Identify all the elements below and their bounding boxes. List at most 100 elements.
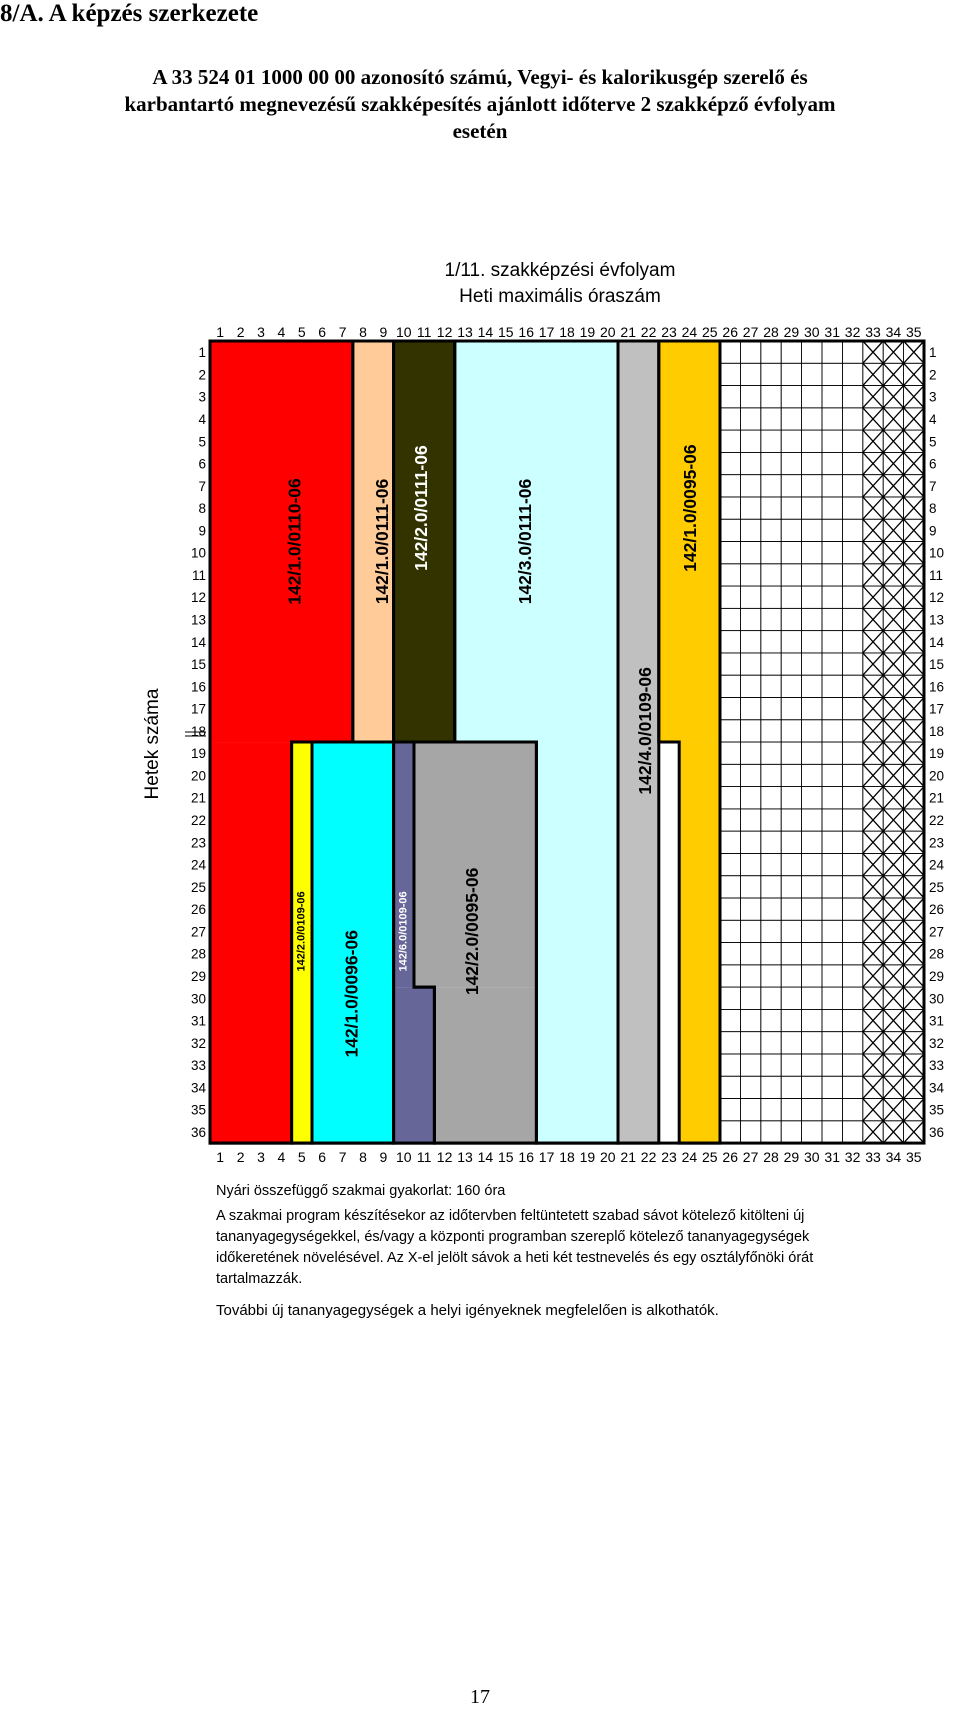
x-tick-bottom: 5 [298,1149,306,1165]
x-tick-top: 11 [417,324,432,340]
x-mark-stroke [903,585,925,609]
x-mark-stroke [903,674,925,698]
y-tick-right: 36 [929,1125,944,1140]
x-tick-top: 16 [518,324,534,340]
y-tick-right: 13 [929,613,944,628]
chart-title: 1/11. szakképzési évfolyam Heti maximáli… [380,258,740,310]
x-mark-stroke [903,429,925,453]
x-mark-stroke [882,830,905,854]
block-fill-4 [454,341,618,743]
x-mark-stroke [862,674,884,698]
y-tick-left: 17 [191,702,206,717]
x-mark-stroke [862,340,884,364]
x-mark-stroke [903,563,925,587]
x-tick-bottom: 28 [763,1149,779,1165]
chart-block-labels: 142/1.0/0110-06 142/1.0/0111-06 142/2.0/01… [284,444,700,1057]
x-mark-stroke [903,1075,925,1099]
x-tick-top: 17 [539,324,555,340]
x-tick-top: 34 [886,324,902,340]
y-tick-right: 24 [929,858,945,873]
x-tick-bottom: 22 [641,1149,657,1165]
y-tick-right: 4 [929,412,937,427]
free-band-note: A szakmai program készítésekor az időter… [216,1208,814,1287]
x-mark-stroke [862,541,884,565]
x-tick-top: 35 [906,324,922,340]
x-mark-stroke [882,808,905,832]
x-mark-stroke [882,897,905,921]
block-fill-5 [536,742,618,1144]
x-mark-stroke [862,474,884,498]
x-mark-stroke [903,1031,925,1055]
y-tick-right: 8 [929,501,937,516]
x-mark-stroke [862,362,884,386]
y-tick-right: 26 [929,902,944,917]
block-fill-13 [414,742,537,988]
x-mark-stroke [882,786,905,810]
x-tick-bottom: 12 [437,1149,453,1165]
x-mark-stroke [862,652,884,676]
y-tick-right: 15 [929,657,944,672]
x-tick-top: 1 [216,324,224,340]
x-tick-bottom: 4 [278,1149,286,1165]
x-tick-bottom: 27 [743,1149,759,1165]
x-mark-stroke [862,585,884,609]
y-tick-left: 30 [191,991,206,1006]
x-mark-stroke [862,1031,884,1055]
y-tick-right: 10 [929,546,944,561]
x-tick-bottom: 14 [478,1149,494,1165]
x-mark-stroke [903,630,925,654]
x-tick-bottom: 15 [498,1149,514,1165]
block-fill-8 [679,742,720,1144]
x-mark-stroke [903,1098,925,1122]
y-tick-left: 21 [191,791,206,806]
y-tick-left: 6 [198,457,206,472]
x-mark-stroke [903,919,925,943]
x-tick-bottom: 17 [539,1149,555,1165]
x-tick-bottom: 33 [865,1149,881,1165]
chart-ticks: 1122334455667788991010111112121313141415… [191,324,945,1165]
x-tick-top: 20 [600,324,616,340]
x-tick-bottom: 20 [600,1149,616,1165]
x-mark-stroke [903,719,925,743]
x-tick-top: 13 [457,324,473,340]
x-mark-stroke [882,385,905,409]
x-mark-stroke [882,1098,905,1122]
x-mark-stroke [862,897,884,921]
x-mark-stroke [882,875,905,899]
section-heading: 8/A. A képzés szerkezete [0,0,259,27]
x-tick-top: 32 [845,324,861,340]
chart-title-line-1: 1/11. szakképzési évfolyam [444,260,676,281]
x-tick-bottom: 16 [518,1149,534,1165]
y-tick-right: 17 [929,702,944,717]
x-tick-bottom: 13 [457,1149,473,1165]
x-mark-stroke [903,407,925,431]
x-mark-stroke [882,964,905,988]
x-mark-stroke [862,853,884,877]
x-tick-bottom: 24 [682,1149,698,1165]
x-mark-stroke [903,340,925,364]
y-tick-left: 7 [198,479,206,494]
x-mark-stroke [862,786,884,810]
x-tick-bottom: 31 [824,1149,840,1165]
y-tick-right: 1 [929,345,937,360]
y-tick-left: 15 [191,657,206,672]
block-fill-2 [352,341,394,743]
y-tick-right: 29 [929,969,944,984]
block-label: 142/3.0/0111-06 [515,478,535,604]
y-tick-right: 9 [929,523,937,538]
x-tick-top: 5 [298,324,306,340]
x-tick-top: 8 [359,324,367,340]
x-mark-stroke [903,897,925,921]
x-mark-stroke [862,719,884,743]
x-mark-stroke [903,786,925,810]
x-mark-stroke [862,741,884,765]
y-tick-left: 29 [191,969,206,984]
block-label: 142/1.0/0096-06 [341,930,361,1058]
x-mark-stroke [882,986,905,1010]
block-fill-3 [393,341,455,743]
x-mark-stroke [882,563,905,587]
x-tick-top: 24 [682,324,698,340]
y-tick-left: 18 [191,724,206,739]
y-tick-left: 12 [191,590,206,605]
y-tick-left: 19 [191,746,206,761]
